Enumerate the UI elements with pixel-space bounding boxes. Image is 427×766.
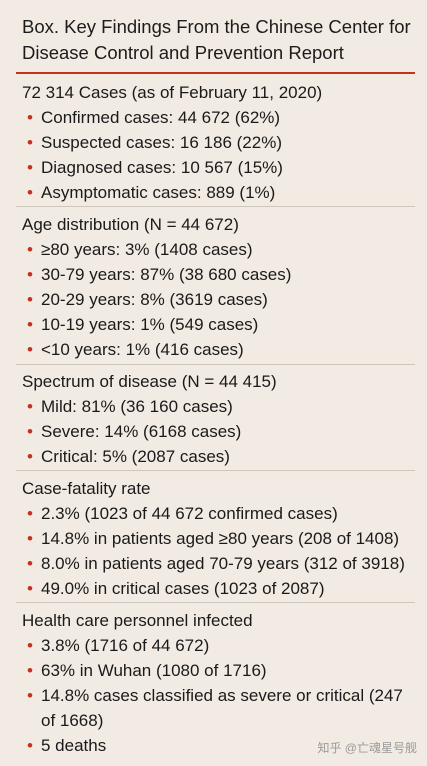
section-divider <box>16 206 415 207</box>
bullet-icon: • <box>27 158 33 177</box>
bullet-icon: • <box>27 447 33 466</box>
bullet-icon: • <box>27 397 33 416</box>
bullet-icon: • <box>27 422 33 441</box>
list-item: • Severe: 14% (6168 cases) <box>22 419 422 444</box>
list-item: • 5 deaths <box>22 733 422 758</box>
section-list: • 2.3% (1023 of 44 672 confirmed cases) •… <box>22 501 422 601</box>
bullet-icon: • <box>27 108 33 127</box>
section-personnel: Health care personnel infected • 3.8% (17… <box>22 608 422 758</box>
section-heading: Spectrum of disease (N = 44 415) <box>22 372 277 391</box>
bullet-icon: • <box>27 529 33 548</box>
section-fatality: Case-fatality rate • 2.3% (1023 of 44 672… <box>22 476 422 601</box>
list-item: • 14.8% in patients aged ≥80 years (208 o… <box>22 526 422 551</box>
list-item: • Mild: 81% (36 160 cases) <box>22 394 422 419</box>
list-item: • 14.8% cases classified as severe or cri… <box>22 683 421 733</box>
list-item: • Suspected cases: 16 186 (22%) <box>22 130 422 155</box>
list-item: • 8.0% in patients aged 70-79 years (312 … <box>22 551 422 576</box>
list-item: • Confirmed cases: 44 672 (62%) <box>22 105 422 130</box>
bullet-icon: • <box>27 265 33 284</box>
section-spectrum: Spectrum of disease (N = 44 415) • Mild: … <box>22 369 422 469</box>
section-list: • ≥80 years: 3% (1408 cases) • 30-79 years… <box>22 237 422 362</box>
list-item: • Critical: 5% (2087 cases) <box>22 444 422 469</box>
section-age: Age distribution (N = 44 672) • ≥80 years… <box>22 212 422 362</box>
bullet-icon: • <box>27 290 33 309</box>
title-rule <box>16 72 415 74</box>
list-item: • 49.0% in critical cases (1023 of 2087) <box>22 576 422 601</box>
section-list: • 3.8% (1716 of 44 672) • 63% in Wuhan (10… <box>22 633 422 758</box>
section-heading: Health care personnel infected <box>22 611 253 630</box>
bullet-icon: • <box>27 315 33 334</box>
bullet-icon: • <box>27 736 33 755</box>
bullet-icon: • <box>27 686 33 705</box>
list-item: • 10-19 years: 1% (549 cases) <box>22 312 422 337</box>
list-item: • Diagnosed cases: 10 567 (15%) <box>22 155 422 180</box>
section-list: • Mild: 81% (36 160 cases) • Severe: 14% (… <box>22 394 422 469</box>
section-heading: Case-fatality rate <box>22 479 151 498</box>
bullet-icon: • <box>27 340 33 359</box>
list-item: • <10 years: 1% (416 cases) <box>22 337 422 362</box>
bullet-icon: • <box>27 661 33 680</box>
watermark: 知乎 @亡魂星号舰 <box>317 741 417 755</box>
list-item: • 30-79 years: 87% (38 680 cases) <box>22 262 422 287</box>
list-item: • 63% in Wuhan (1080 of 1716) <box>22 658 422 683</box>
list-item: • ≥80 years: 3% (1408 cases) <box>22 237 422 262</box>
section-cases: 72 314 Cases (as of February 11, 2020) •… <box>22 80 422 205</box>
list-item: • 20-29 years: 8% (3619 cases) <box>22 287 422 312</box>
list-item: • Asymptomatic cases: 889 (1%) <box>22 180 422 205</box>
box-title: Box. Key Findings From the Chinese Cente… <box>22 16 411 63</box>
list-item: • 3.8% (1716 of 44 672) <box>22 633 422 658</box>
bullet-icon: • <box>27 504 33 523</box>
section-heading: Age distribution (N = 44 672) <box>22 215 239 234</box>
bullet-icon: • <box>27 579 33 598</box>
section-list: • Confirmed cases: 44 672 (62%) • Suspecte… <box>22 105 422 205</box>
bullet-icon: • <box>27 636 33 655</box>
list-item: • 2.3% (1023 of 44 672 confirmed cases) <box>22 501 422 526</box>
section-divider <box>16 364 415 365</box>
section-divider <box>16 470 415 471</box>
bullet-icon: • <box>27 183 33 202</box>
section-heading: 72 314 Cases (as of February 11, 2020) <box>22 83 323 102</box>
bullet-icon: • <box>27 133 33 152</box>
section-divider <box>16 602 415 603</box>
bullet-icon: • <box>27 240 33 259</box>
bullet-icon: • <box>27 554 33 573</box>
